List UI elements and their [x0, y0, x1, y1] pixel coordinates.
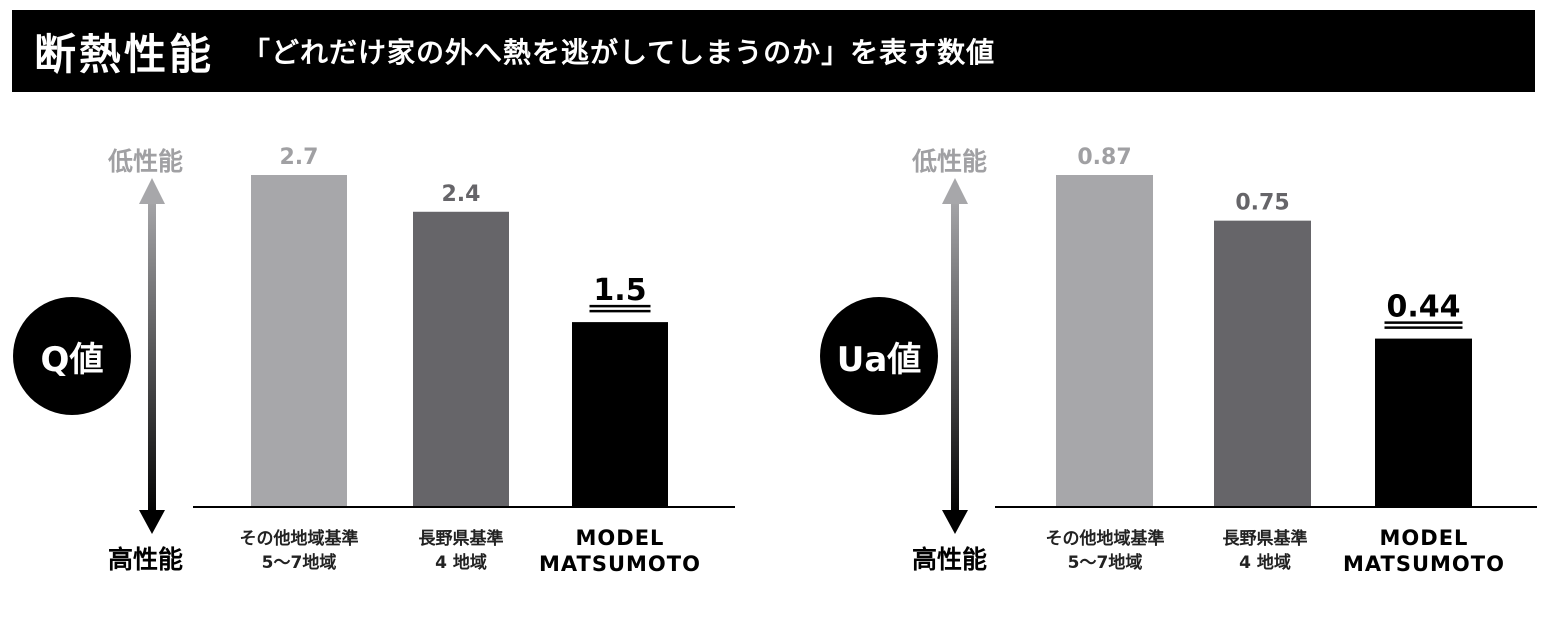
q-value-badge: Q値 [13, 297, 131, 415]
q-value-chart: 2.7 2.4 1.5 低性能 高性能 Q値 その他地域基準 5～7地域 長野県基準… [0, 100, 740, 620]
header-bar: 断熱性能 「どれだけ家の外へ熱を逃がしてしまうのか」を表す数値 [12, 10, 1535, 92]
high-performance-label: 高性能 [912, 545, 988, 574]
category-label: MODEL MATSUMOTO [1343, 526, 1505, 576]
arrow-down-head [139, 510, 165, 534]
bar [251, 175, 347, 506]
arrow-down-head [942, 510, 968, 534]
bar [1056, 175, 1153, 506]
arrow-up-head [942, 178, 968, 204]
category-label: その他地域基準 5～7地域 [1045, 529, 1165, 573]
low-performance-label: 低性能 [108, 147, 184, 176]
bar [572, 322, 668, 506]
category-label: MODEL MATSUMOTO [539, 526, 701, 576]
category-label: 長野県基準 4 地域 [418, 529, 504, 573]
category-label: その他地域基準 5～7地域 [239, 529, 359, 573]
low-performance-label: 低性能 [912, 147, 988, 176]
performance-arrow-shaft [148, 198, 156, 516]
value-label: 2.4 [442, 182, 481, 207]
value-label: 0.44 [1386, 290, 1460, 325]
ua-value-chart: 0.87 0.75 0.44 低性能 高性能 Ua値 その他地域基準 5～7地域 長… [802, 100, 1542, 620]
arrow-up-head [139, 178, 165, 204]
page-title: 断熱性能 [34, 29, 215, 79]
value-label: 0.75 [1235, 191, 1289, 216]
value-label: 1.5 [593, 273, 646, 308]
page-subtitle: 「どれだけ家の外へ熱を逃がしてしまうのか」を表す数値 [242, 36, 996, 69]
q-value-chart-svg: 2.7 2.4 1.5 [139, 145, 735, 534]
value-label: 2.7 [280, 145, 319, 170]
bar [413, 211, 509, 506]
bar [1214, 220, 1311, 506]
category-label: 長野県基準 4 地域 [1222, 529, 1308, 573]
ua-value-chart-svg: 0.87 0.75 0.44 [942, 145, 1537, 534]
value-label: 0.87 [1077, 145, 1131, 170]
high-performance-label: 高性能 [108, 545, 184, 574]
ua-value-badge: Ua値 [820, 297, 938, 415]
performance-arrow-shaft [951, 198, 959, 516]
bar [1375, 338, 1472, 506]
